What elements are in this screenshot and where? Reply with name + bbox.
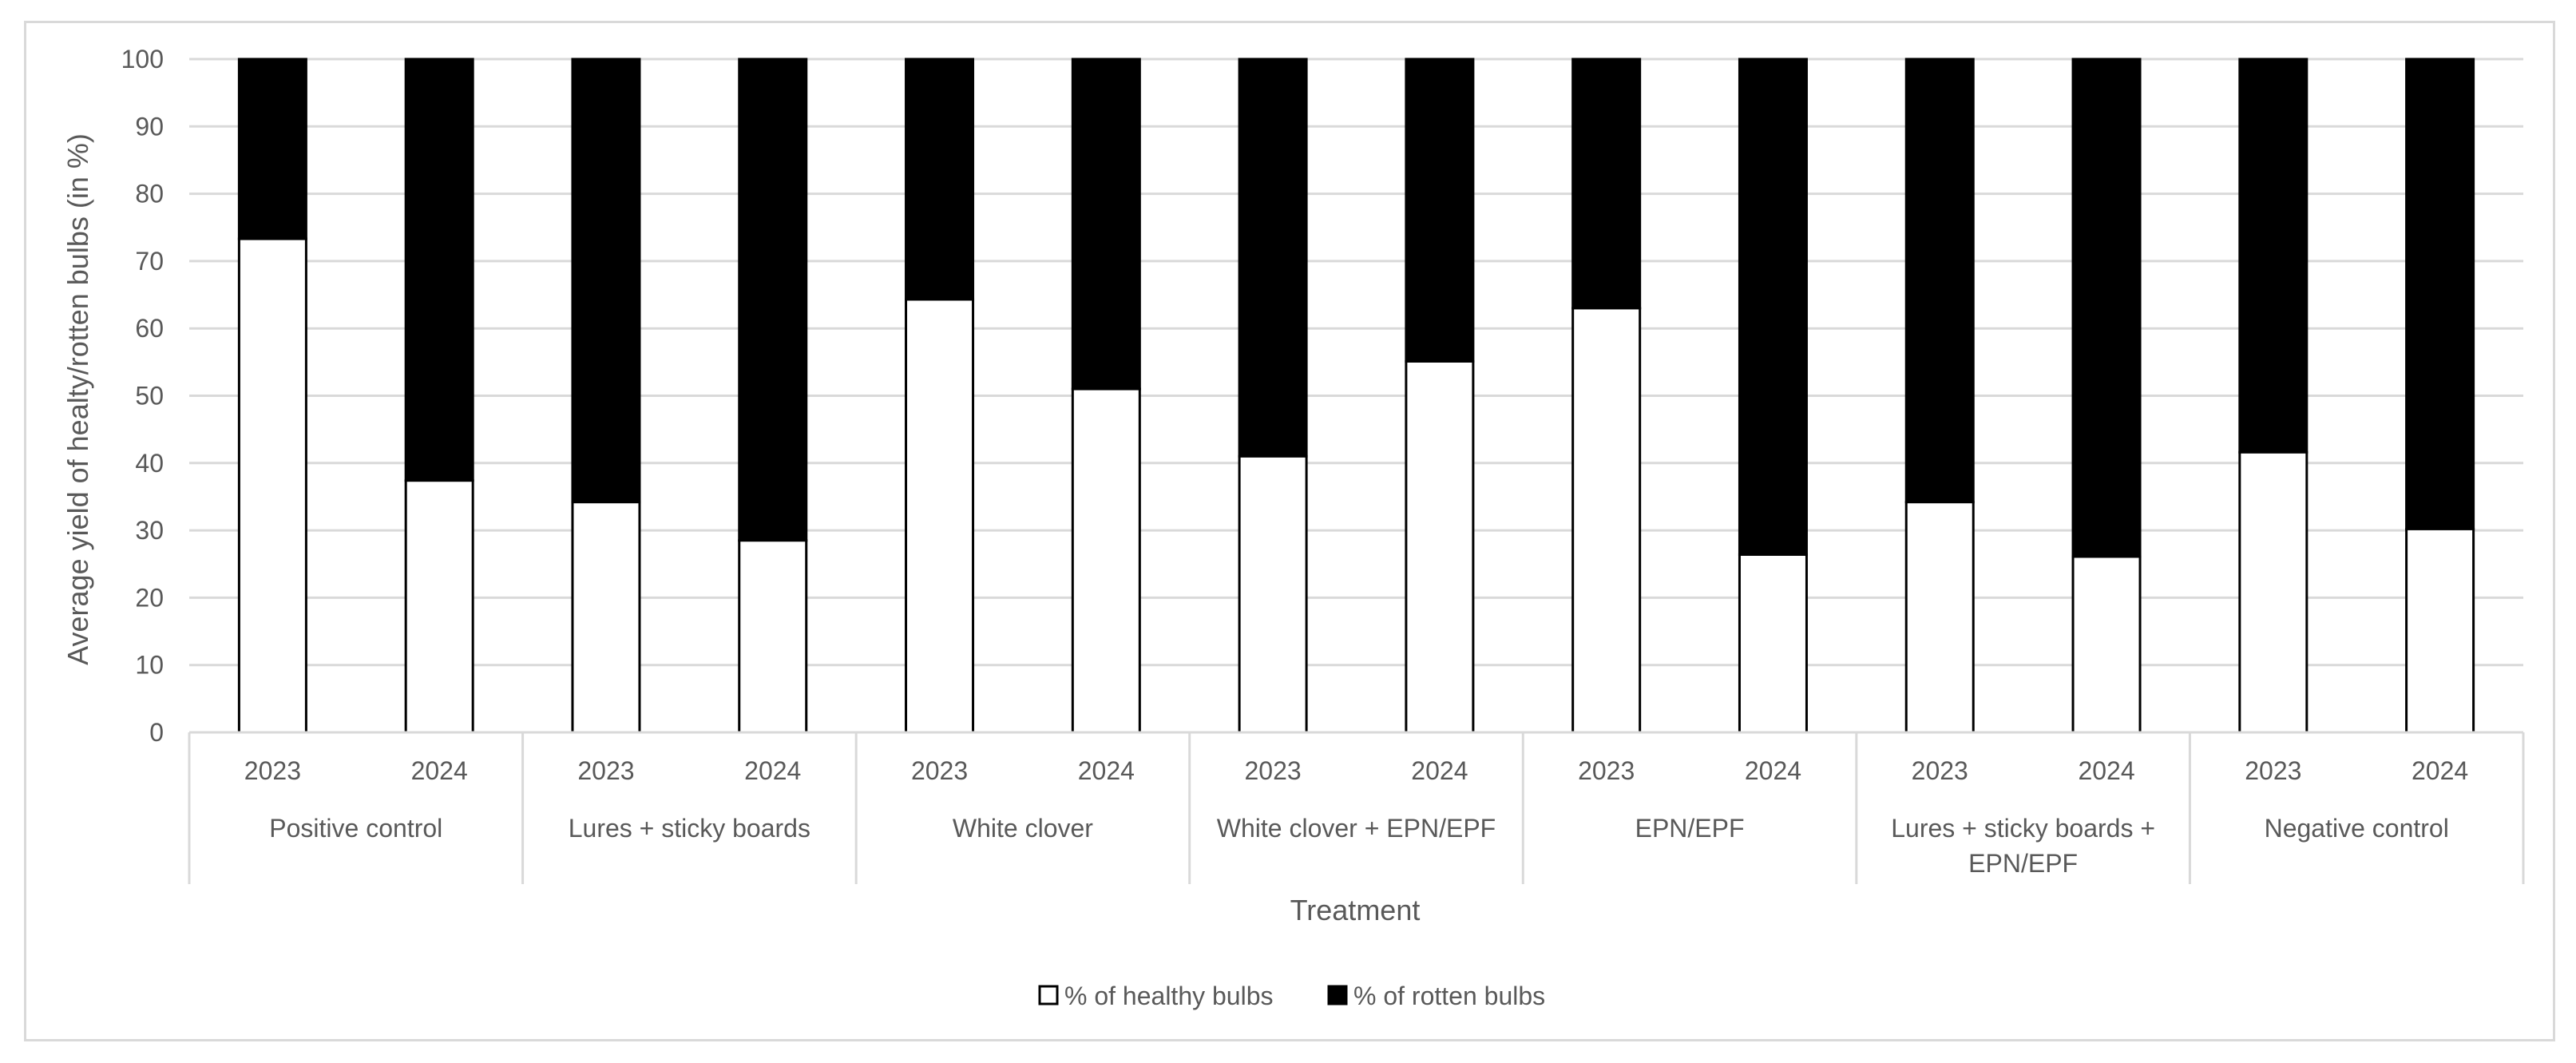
x-axis-title: Treatment (1290, 894, 1421, 926)
x-tick-label-year: 2024 (2412, 756, 2468, 785)
axes: 0 10 20 30 40 50 60 70 80 90 100 2023 2024 Positive c… (121, 45, 2525, 884)
bar-healthy (738, 539, 808, 734)
bar-rotten (1405, 58, 1475, 363)
x-tick-label-year: 2023 (2245, 756, 2301, 785)
x-tick-label-treatment: Negative control (2265, 814, 2449, 843)
x-tick-label-year: 2023 (577, 756, 634, 785)
legend-swatch-healthy (1038, 985, 1059, 1005)
bar-rotten (1238, 58, 1308, 458)
x-tick-label-year: 2024 (411, 756, 468, 785)
bar-rotten (2071, 58, 2142, 558)
bar-rotten (1071, 58, 1141, 391)
legend-swatch-rotten (1327, 985, 1348, 1005)
bar-rotten (738, 58, 808, 542)
bar-rotten (1904, 58, 1975, 504)
bar-healthy (571, 501, 641, 734)
legend-label-healthy: % of healthy bulbs (1064, 982, 1274, 1010)
x-tick-label-treatment: Positive control (269, 814, 442, 843)
x-tick-label-treatment: White clover (953, 814, 1093, 843)
bar-healthy (1571, 307, 1642, 734)
x-tick-label-year: 2023 (1578, 756, 1635, 785)
bar-healthy (2071, 555, 2142, 734)
x-tick-label-year: 2024 (1411, 756, 1468, 785)
y-tick-label: 90 (135, 112, 164, 141)
x-tick-label-treatment: Lures + sticky boards (569, 814, 810, 843)
bar-healthy (2238, 450, 2308, 734)
x-tick-label-year: 2024 (744, 756, 801, 785)
bar-rotten (2238, 58, 2308, 454)
y-tick-label: 30 (135, 516, 164, 545)
y-tick-label: 100 (121, 45, 164, 73)
legend: % of healthy bulbs % of rotten bulbs (1038, 982, 1545, 1010)
bar-rotten (571, 58, 641, 504)
bar-healthy (905, 298, 975, 734)
x-tick-label-year: 2024 (1745, 756, 1801, 785)
y-tick-label: 70 (135, 247, 164, 276)
x-tick-label-year: 2024 (2078, 756, 2134, 785)
bar-rotten (1571, 58, 1642, 310)
bar-healthy (1738, 553, 1808, 734)
y-axis-title: Average yield of healty/rotten bulbs (in… (61, 133, 94, 665)
bar-healthy (2405, 527, 2475, 734)
bar-healthy (1904, 501, 1975, 734)
x-tick-label-treatment: White clover + EPN/EPF (1217, 814, 1496, 843)
legend-label-rotten: % of rotten bulbs (1353, 982, 1545, 1010)
bar-healthy (237, 237, 307, 734)
x-tick-label-treatment: EPN/EPF (1968, 849, 2078, 878)
x-tick-label-year: 2023 (1245, 756, 1302, 785)
y-tick-label: 20 (135, 583, 164, 612)
y-tick-label: 10 (135, 651, 164, 680)
bar-rotten (2405, 58, 2475, 530)
bar-healthy (1071, 387, 1141, 734)
y-tick-label: 0 (149, 718, 164, 747)
bar-rotten (1738, 58, 1808, 556)
bar-rotten (237, 58, 307, 240)
x-tick-label-year: 2024 (1078, 756, 1135, 785)
gridlines (189, 58, 2523, 667)
y-tick-label: 80 (135, 180, 164, 208)
bar-healthy (1405, 360, 1475, 734)
bar-healthy (404, 479, 474, 734)
y-tick-label: 60 (135, 314, 164, 343)
bar-rotten (905, 58, 975, 301)
y-tick-label: 50 (135, 382, 164, 411)
x-tick-label-year: 2023 (911, 756, 968, 785)
x-tick-label-treatment: EPN/EPF (1635, 814, 1745, 843)
x-tick-label-year: 2023 (244, 756, 301, 785)
bar-healthy (1238, 454, 1308, 734)
x-tick-label-treatment: Lures + sticky boards + (1891, 814, 2155, 843)
y-tick-label: 40 (135, 449, 164, 478)
bar-rotten (404, 58, 474, 482)
x-tick-label-year: 2023 (1912, 756, 1968, 785)
